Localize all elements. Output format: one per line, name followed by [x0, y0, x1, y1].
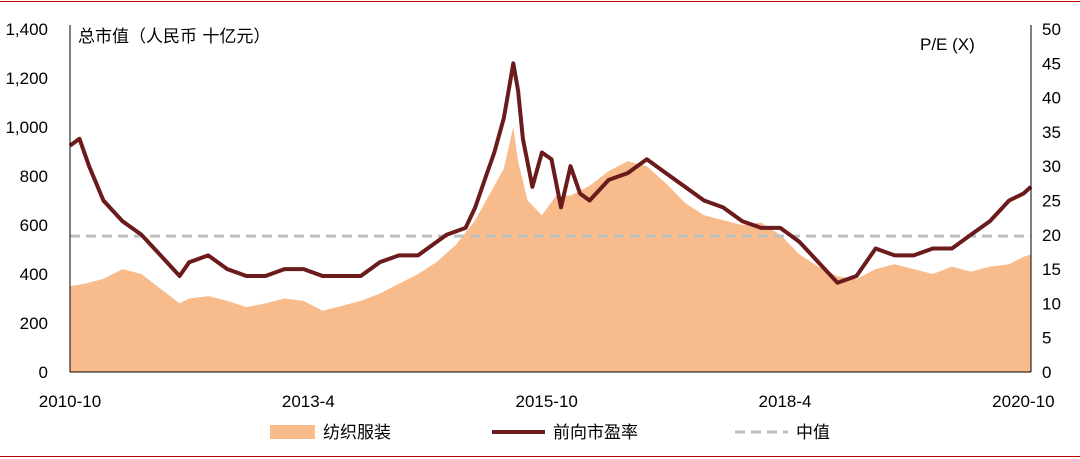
right-tick-label: 30: [1042, 157, 1061, 176]
right-tick-label: 20: [1042, 226, 1061, 245]
left-tick-label: 1,200: [5, 69, 48, 88]
x-tick-label: 2020-10: [992, 392, 1054, 411]
right-tick-label: 10: [1042, 294, 1061, 313]
left-axis-label: 总市值（人民币 十亿元）: [78, 27, 270, 47]
left-tick-label: 1,400: [5, 20, 48, 39]
x-tick-label: 2010-10: [39, 392, 101, 411]
legend: 纺织服装 前向市盈率 中值: [270, 423, 830, 443]
right-tick-label: 35: [1042, 123, 1061, 142]
legend-label-line: 前向市盈率: [553, 423, 638, 443]
legend-label-area: 纺织服装: [323, 423, 391, 443]
right-axis-label: P/E (X): [920, 35, 975, 54]
right-tick-label: 40: [1042, 89, 1061, 108]
left-tick-label: 400: [20, 265, 48, 284]
top-rule: [0, 1, 1080, 2]
right-tick-label: 0: [1042, 363, 1051, 382]
left-tick-label: 200: [20, 314, 48, 333]
right-tick-label: 45: [1042, 54, 1061, 73]
left-tick-label: 0: [39, 363, 48, 382]
legend-swatch-area: [270, 425, 315, 439]
x-tick-label: 2015-10: [515, 392, 577, 411]
left-tick-label: 1,000: [5, 118, 48, 137]
x-tick-label: 2018-4: [759, 392, 812, 411]
x-tick-label: 2013-4: [282, 392, 335, 411]
tick-labels: 0 200 400 600 800 1,000 1,200 1,400 0 5 10 15 20 25 30…: [5, 20, 1060, 411]
left-tick-label: 600: [20, 216, 48, 235]
bottom-rule: [0, 456, 1080, 457]
legend-label-median: 中值: [796, 423, 830, 443]
area-series-textile: [70, 127, 1031, 372]
right-tick-label: 50: [1042, 20, 1061, 39]
right-tick-label: 25: [1042, 192, 1061, 211]
left-tick-label: 800: [20, 167, 48, 186]
right-tick-label: 15: [1042, 260, 1061, 279]
plot-area: [68, 25, 1033, 373]
right-tick-label: 5: [1042, 329, 1051, 348]
line-series-pe: [68, 61, 1033, 285]
